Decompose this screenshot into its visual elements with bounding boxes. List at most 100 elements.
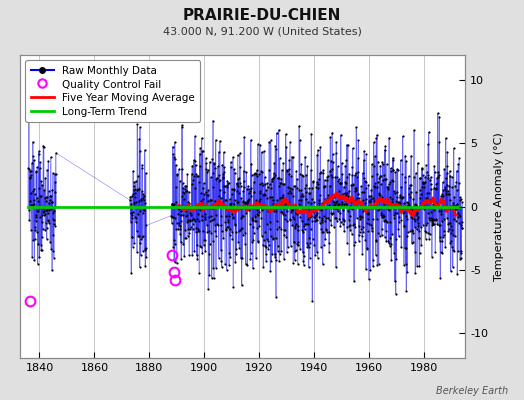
Point: [423, 195, 431, 201]
Point: [404, 205, 412, 211]
Point: [406, 228, 414, 234]
Point: [202, 222, 211, 228]
Point: [242, 169, 250, 175]
Point: [26, 168, 34, 174]
Point: [253, 206, 261, 213]
Point: [169, 143, 177, 150]
Point: [194, 172, 202, 179]
Point: [296, 202, 304, 209]
Point: [34, 260, 42, 267]
Point: [402, 245, 410, 251]
Point: [190, 216, 198, 222]
Point: [307, 200, 315, 206]
Point: [255, 171, 263, 177]
Point: [208, 275, 216, 282]
Point: [346, 227, 354, 234]
Point: [441, 135, 450, 141]
Point: [198, 147, 206, 154]
Point: [196, 244, 205, 250]
Point: [249, 224, 257, 230]
Point: [271, 142, 279, 149]
Point: [275, 127, 283, 133]
Point: [420, 180, 429, 187]
Point: [384, 238, 392, 244]
Point: [233, 188, 241, 194]
Point: [251, 218, 259, 224]
Point: [451, 206, 459, 212]
Point: [139, 248, 147, 254]
Point: [416, 175, 424, 182]
Point: [433, 200, 442, 207]
Point: [353, 215, 361, 222]
Point: [339, 207, 347, 214]
Point: [265, 242, 273, 248]
Point: [171, 241, 179, 247]
Point: [345, 170, 354, 177]
Point: [438, 238, 446, 245]
Point: [241, 200, 249, 206]
Point: [432, 186, 441, 193]
Point: [299, 193, 308, 200]
Point: [353, 197, 361, 203]
Point: [385, 180, 393, 187]
Point: [198, 250, 206, 256]
Point: [193, 256, 202, 262]
Point: [228, 191, 236, 197]
Point: [323, 177, 331, 184]
Point: [332, 150, 341, 156]
Point: [341, 190, 349, 197]
Point: [364, 210, 372, 216]
Point: [240, 134, 248, 140]
Point: [244, 198, 252, 204]
Point: [220, 149, 228, 155]
Point: [433, 110, 442, 116]
Point: [411, 201, 420, 208]
Point: [304, 264, 313, 270]
Point: [298, 226, 307, 233]
Point: [140, 197, 148, 203]
Point: [253, 211, 261, 217]
Point: [316, 191, 324, 198]
Point: [409, 208, 417, 214]
Point: [374, 158, 382, 165]
Point: [324, 202, 333, 208]
Point: [305, 185, 313, 191]
Point: [453, 210, 462, 216]
Point: [326, 167, 334, 174]
Point: [128, 214, 137, 221]
Point: [218, 162, 226, 168]
Point: [138, 162, 146, 168]
Point: [330, 224, 339, 230]
Point: [129, 199, 138, 206]
Point: [183, 217, 192, 223]
Point: [48, 216, 57, 222]
Point: [168, 200, 176, 207]
Point: [140, 206, 148, 213]
Point: [137, 236, 145, 242]
Point: [242, 261, 250, 268]
Point: [262, 257, 270, 264]
Point: [248, 215, 257, 221]
Point: [182, 183, 191, 189]
Point: [321, 196, 329, 202]
Point: [190, 248, 199, 254]
Point: [281, 131, 290, 138]
Point: [354, 169, 362, 175]
Point: [324, 192, 332, 198]
Point: [136, 124, 144, 130]
Point: [285, 188, 293, 194]
Point: [243, 262, 252, 268]
Point: [370, 163, 378, 169]
Point: [421, 228, 429, 234]
Point: [290, 215, 298, 222]
Point: [212, 233, 221, 240]
Point: [171, 156, 179, 162]
Point: [400, 209, 408, 215]
Point: [329, 198, 337, 204]
Point: [338, 199, 346, 205]
Point: [179, 189, 187, 196]
Point: [455, 180, 463, 186]
Point: [447, 223, 455, 229]
Point: [368, 173, 376, 179]
Point: [381, 228, 390, 235]
